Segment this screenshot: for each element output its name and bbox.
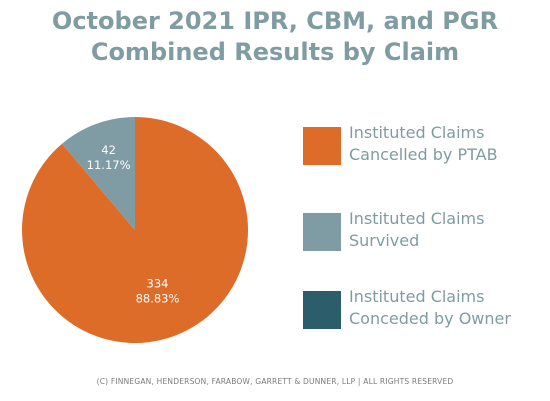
pie-slice-1 bbox=[62, 117, 135, 230]
legend-swatch-cancelled bbox=[303, 127, 341, 165]
chart-title-line-2: Combined Results by Claim bbox=[90, 38, 460, 66]
chart-title-line-1: October 2021 IPR, CBM, and PGR bbox=[51, 7, 499, 35]
legend-item-conceded: Instituted Claims Conceded by Owner bbox=[303, 286, 548, 336]
pie-slice-0 bbox=[21, 117, 248, 343]
legend-item-cancelled: Instituted Claims Cancelled by PTAB bbox=[303, 122, 548, 172]
pie-label-count-1: 42 bbox=[101, 143, 116, 157]
legend-label-conceded: Instituted Claims Conceded by Owner bbox=[349, 286, 548, 330]
legend-label-cancelled-line-2: Cancelled by PTAB bbox=[349, 145, 498, 164]
legend-label-survived-line-1: Instituted Claims bbox=[349, 209, 485, 228]
chart-title: October 2021 IPR, CBM, and PGR Combined … bbox=[0, 6, 550, 68]
legend-label-conceded-line-2: Conceded by Owner bbox=[349, 309, 511, 328]
copyright-footer: (C) FINNEGAN, HENDERSON, FARABOW, GARRET… bbox=[96, 377, 454, 386]
pie-label-percent-1: 11.17% bbox=[87, 158, 131, 172]
pie-label-count-0: 334 bbox=[147, 277, 169, 291]
legend-label-survived-line-2: Survived bbox=[349, 231, 420, 250]
legend-label-cancelled: Instituted Claims Cancelled by PTAB bbox=[349, 122, 548, 166]
pie-label-percent-0: 88.83% bbox=[136, 292, 180, 306]
legend-swatch-conceded bbox=[303, 291, 341, 329]
legend-label-cancelled-line-1: Instituted Claims bbox=[349, 123, 485, 142]
legend-label-survived: Instituted Claims Survived bbox=[349, 208, 548, 252]
legend-label-conceded-line-1: Instituted Claims bbox=[349, 287, 485, 306]
legend-swatch-survived bbox=[303, 213, 341, 251]
legend-item-survived: Instituted Claims Survived bbox=[303, 208, 548, 258]
pie-slices bbox=[21, 117, 248, 343]
